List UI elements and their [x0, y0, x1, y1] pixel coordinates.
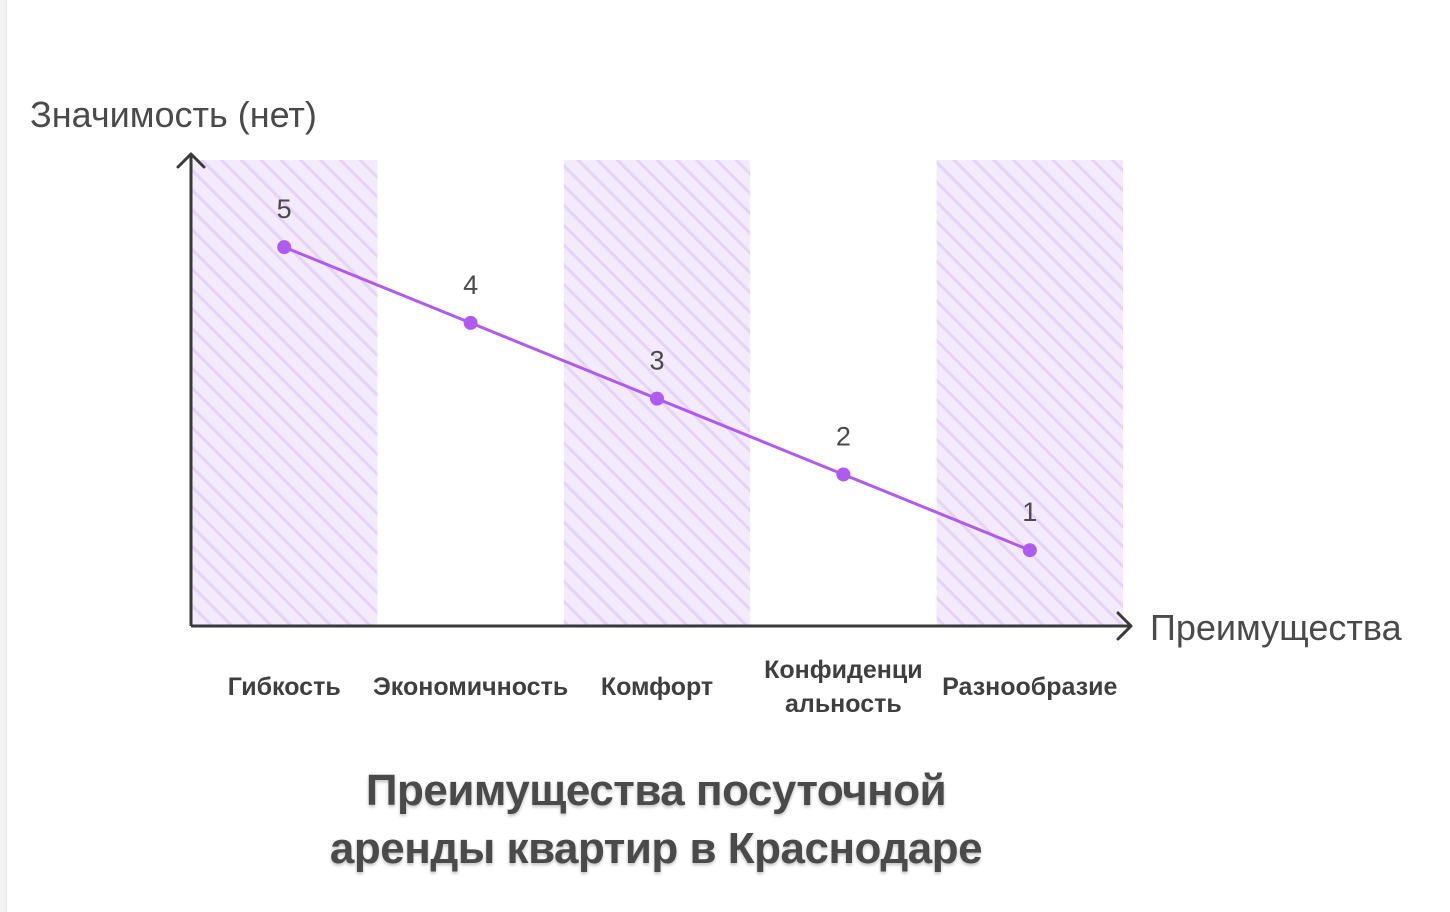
- chart-title: Преимущества посуточной аренды квартир в…: [0, 762, 1312, 878]
- data-point-1: [277, 240, 292, 255]
- data-point-3: [650, 391, 664, 406]
- category-band-1: [191, 160, 378, 626]
- chart-title-line-1: Преимущества посуточной: [365, 766, 947, 815]
- data-point-5: [1022, 543, 1037, 558]
- x-tick-label-1: Гибкость: [228, 673, 341, 701]
- x-tick-label-4: Конфиденци альность: [764, 656, 922, 718]
- y-axis-label: Значимость (нет): [30, 94, 317, 135]
- x-tick-label-2: Экономичность: [373, 673, 568, 701]
- x-tick-label-3: Комфорт: [601, 673, 713, 701]
- x-tick-label-5: Разнообразие: [942, 673, 1117, 701]
- x-axis-label: Преимущества: [1150, 607, 1403, 648]
- data-label-5: 1: [1022, 497, 1037, 527]
- series-line-group: [277, 240, 1037, 558]
- chart-axes: [176, 152, 1133, 641]
- data-point-4: [836, 467, 851, 482]
- data-label-4: 2: [836, 421, 851, 451]
- window-left-edge: [0, 0, 7, 912]
- data-label-2: 4: [463, 270, 478, 300]
- chart-labels: Значимость (нет) Преимущества 5 4 3 2 1 Гибкост…: [30, 94, 1403, 718]
- chart-title-line-2: аренды квартир в Краснодаре: [329, 824, 983, 873]
- data-label-1: 5: [277, 194, 292, 224]
- data-label-3: 3: [649, 346, 664, 376]
- y-axis-arrow: [176, 152, 206, 169]
- x-axis-arrow: [1116, 611, 1133, 641]
- data-point-2: [463, 315, 478, 330]
